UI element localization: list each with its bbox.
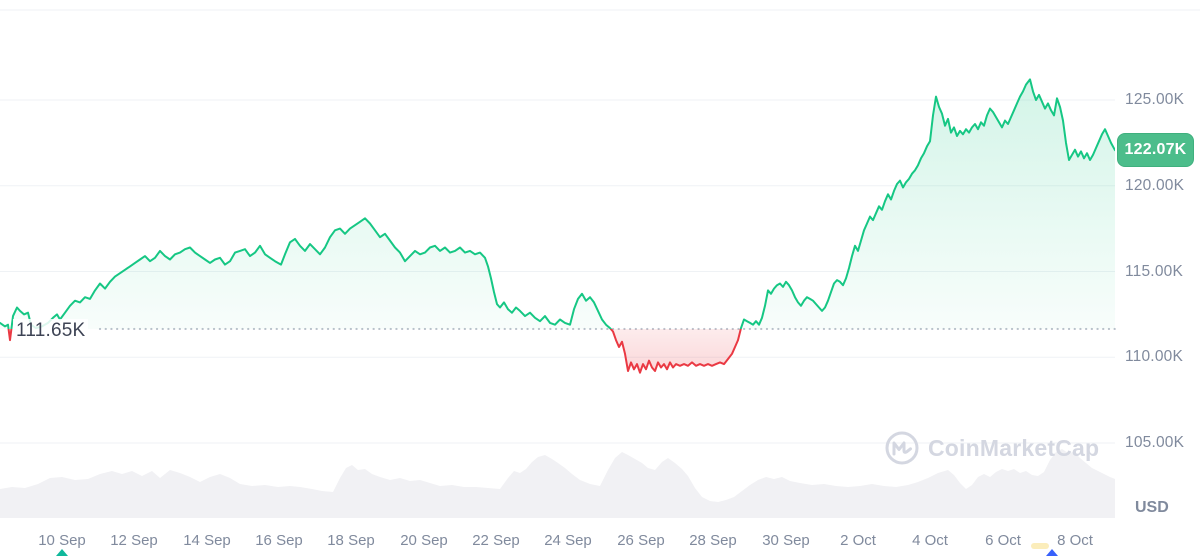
- x-axis-tick-label: 26 Sep: [617, 532, 665, 549]
- x-axis-tick-label: 20 Sep: [400, 532, 448, 549]
- price-area-above-baseline: [0, 79, 1115, 329]
- y-axis-tick-label: 115.00K: [1125, 262, 1183, 280]
- x-axis-tick-label: 12 Sep: [110, 532, 158, 549]
- current-price-badge: 122.07K: [1117, 133, 1194, 168]
- x-axis-tick-label: 28 Sep: [689, 532, 737, 549]
- event-marker-dash[interactable]: [1031, 543, 1049, 549]
- x-axis-tick-label: 6 Oct: [985, 532, 1021, 549]
- x-axis-tick-label: 2 Oct: [840, 532, 876, 549]
- x-axis-tick-label: 10 Sep: [38, 532, 86, 549]
- x-axis-tick-label: 14 Sep: [183, 532, 231, 549]
- x-axis-tick-label: 8 Oct: [1057, 532, 1093, 549]
- price-line-down: [7, 328, 742, 374]
- x-axis-tick-label: 22 Sep: [472, 532, 520, 549]
- baseline-price-label: 111.65K: [13, 318, 89, 342]
- price-line-up: [0, 78, 1115, 329]
- y-axis-tick-label: 105.00K: [1125, 434, 1185, 451]
- y-axis-tick-label: 110.00K: [1125, 348, 1183, 366]
- event-marker-triangle-icon[interactable]: [1046, 549, 1058, 556]
- x-axis-tick-label: 16 Sep: [255, 532, 303, 549]
- x-axis-tick-label: 30 Sep: [762, 532, 810, 549]
- x-axis-tick-label: 24 Sep: [544, 532, 592, 549]
- volume-silhouette: [0, 449, 1115, 518]
- y-axis-tick-label: 125.00K: [1125, 91, 1185, 108]
- x-axis-tick-label: 4 Oct: [912, 532, 948, 549]
- currency-unit-label: USD: [1135, 499, 1169, 516]
- x-axis-tick-label: 18 Sep: [327, 532, 375, 549]
- y-axis-tick-label: 120.00K: [1125, 176, 1185, 194]
- event-marker-triangle-icon[interactable]: [56, 549, 68, 556]
